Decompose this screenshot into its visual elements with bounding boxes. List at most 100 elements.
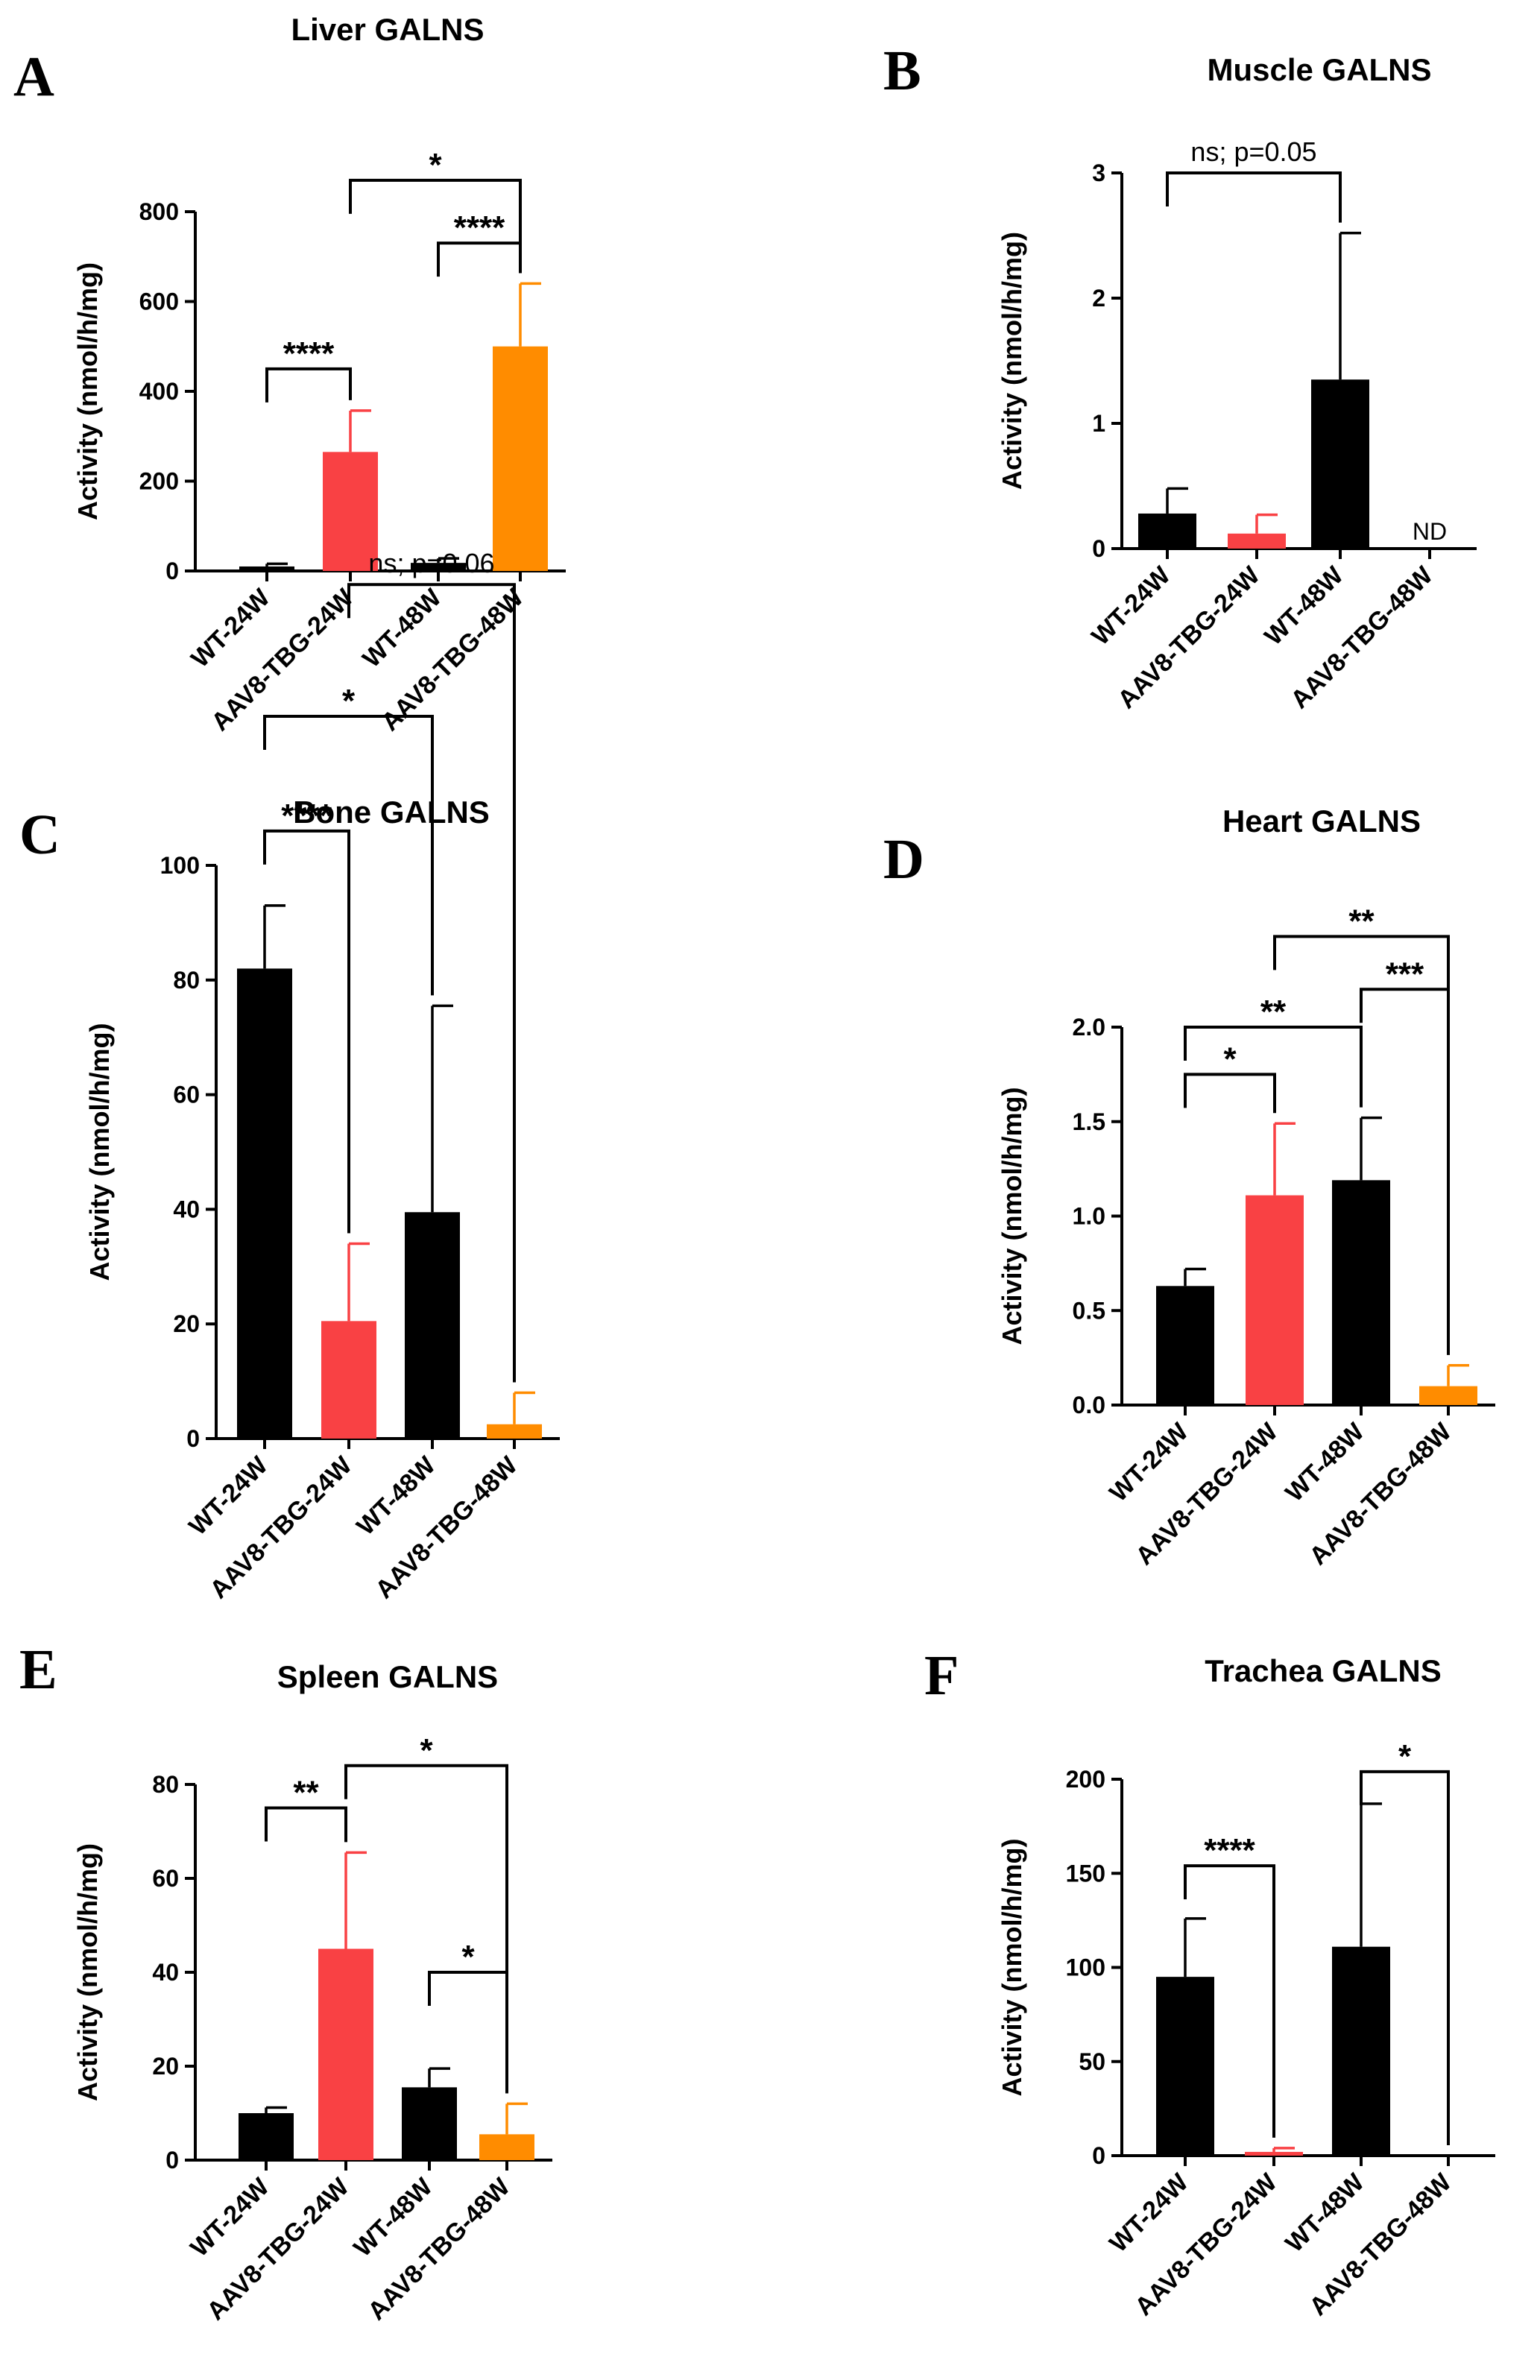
y-axis-label: Activity (nmol/h/mg) [72,1843,103,2101]
bar-aav8-tbg-24w [318,1948,373,2160]
panel-letter: C [19,804,60,866]
significance-bracket [344,1764,508,2094]
y-tick-label: 200 [139,468,179,495]
significance-label: **** [283,335,335,372]
chart-title: Heart GALNS [1222,804,1421,839]
significance-bracket [1166,171,1342,223]
significance-label: ** [1348,903,1375,939]
significance-label: * [1223,1041,1237,1077]
bar-wt-48w [1332,1180,1390,1405]
significance-label: * [461,1939,475,1975]
y-tick-label: 1 [1092,410,1105,437]
chart-title: Spleen GALNS [277,1659,498,1694]
significance-bracket [263,715,434,996]
bar-wt-48w [1311,379,1369,549]
significance-label: ns; p=0.06 [368,548,494,578]
significance-label: * [429,147,442,183]
significance-bracket [265,1806,347,1843]
chart-title: Liver GALNS [291,12,484,47]
y-tick-label: 200 [1066,1766,1105,1793]
y-tick-label: 0 [165,2147,179,2174]
y-tick-label: 80 [152,1771,179,1798]
panel-letter: F [924,1644,959,1707]
panel-letter: D [883,828,924,891]
bar-wt-24w [1138,513,1196,549]
bar-aav8-tbg-24w [1228,533,1286,549]
chart-title: Bone GALNS [293,795,490,830]
significance-bracket [1184,1864,1275,2138]
x-tick-label: AAV8-TBG-48W [362,2172,516,2326]
y-tick-label: 600 [139,288,179,315]
significance-label: **** [281,798,332,834]
significance-label: * [1398,1738,1412,1775]
panel-a: A Liver GALNS Activity (nmol/h/mg) 0 200 400 6… [13,12,566,736]
y-tick-label: 0.0 [1073,1392,1105,1418]
bar-aav8-tbg-48w [1419,1386,1477,1405]
y-tick-label: 2.0 [1073,1014,1105,1041]
x-tick-label: WT-24W [1104,1417,1194,1507]
bar-aav8-tbg-48w [479,2134,534,2160]
bar-aav8-tbg-24w [323,452,378,571]
y-tick-label: 1.0 [1073,1203,1105,1230]
significance-label: ** [1260,994,1287,1030]
panel-letter: A [13,45,54,108]
significance-bracket [265,367,352,403]
y-tick-label: 80 [173,967,200,994]
significance-bracket [1184,1026,1363,1108]
significance-bracket [437,242,522,277]
bar-wt-24w [239,2113,294,2160]
bar-aav8-tbg-48w [493,346,548,571]
significance-bracket [263,829,350,1234]
x-tick-label: WT-48W [1280,1417,1370,1507]
x-tick-label: WT-24W [1104,2168,1194,2258]
x-tick-label: AAV8-TBG-24W [204,1451,358,1604]
panel-d: D Heart GALNS Activity (nmol/h/mg) 0.0 0.5 1.… [883,804,1495,1571]
bar-wt-48w [1332,1946,1390,2156]
bar-wt-24w [239,566,294,571]
y-tick-label: 100 [1066,1954,1105,1981]
significance-bracket [347,583,516,1383]
x-tick-label: WT-48W [1280,2168,1370,2258]
bar-aav8-tbg-24w [1245,2151,1303,2156]
y-tick-label: 0 [1092,535,1105,562]
y-axis-label: Activity (nmol/h/mg) [84,1023,115,1281]
bar-wt-48w [411,563,466,571]
significance-label: * [342,683,356,719]
bar-wt-24w [237,968,292,1439]
y-axis-label: Activity (nmol/h/mg) [997,1087,1027,1345]
significance-label: **** [454,209,505,246]
x-tick-label: AAV8-TBG-48W [370,1451,523,1604]
bar-aav8-tbg-48w [487,1424,542,1439]
significance-bracket [349,178,522,274]
bar-wt-48w [405,1212,460,1439]
annotation-label: ND [1413,518,1447,545]
panel-letter: E [19,1638,57,1701]
panel-c: C Bone GALNS Activity (nmol/h/mg) 0 20 40 60 80… [19,548,560,1604]
y-tick-label: 40 [152,1959,179,1986]
panel-letter: B [883,40,921,102]
significance-bracket [1273,935,1450,1355]
y-axis-label: Activity (nmol/h/mg) [72,262,103,520]
significance-label: **** [1204,1832,1255,1869]
y-tick-label: 20 [173,1310,200,1337]
x-tick-label: AAV8-TBG-24W [206,583,359,736]
y-tick-label: 1.5 [1073,1108,1105,1135]
panel-f: F Trachea GALNS Activity (nmol/h/mg) 0 50 100… [924,1644,1495,2321]
significance-bracket [428,1971,508,2094]
chart-title: Trachea GALNS [1205,1653,1441,1688]
significance-label: ** [293,1775,319,1811]
y-tick-label: 3 [1092,160,1105,186]
significance-label: * [420,1732,433,1769]
x-tick-label: AAV8-TBG-48W [376,583,529,736]
y-tick-label: 60 [152,1865,179,1892]
y-axis-label: Activity (nmol/h/mg) [997,232,1027,490]
bar-aav8-tbg-24w [321,1321,376,1439]
panel-e: E Spleen GALNS Activity (nmol/h/mg) 0 20 40 60… [19,1638,552,2326]
y-tick-label: 800 [139,198,179,225]
y-tick-label: 0.5 [1073,1297,1105,1324]
bar-wt-24w [1156,1286,1214,1405]
bar-wt-48w [402,2087,457,2160]
significance-label: *** [1386,956,1424,992]
y-tick-label: 40 [173,1196,200,1222]
